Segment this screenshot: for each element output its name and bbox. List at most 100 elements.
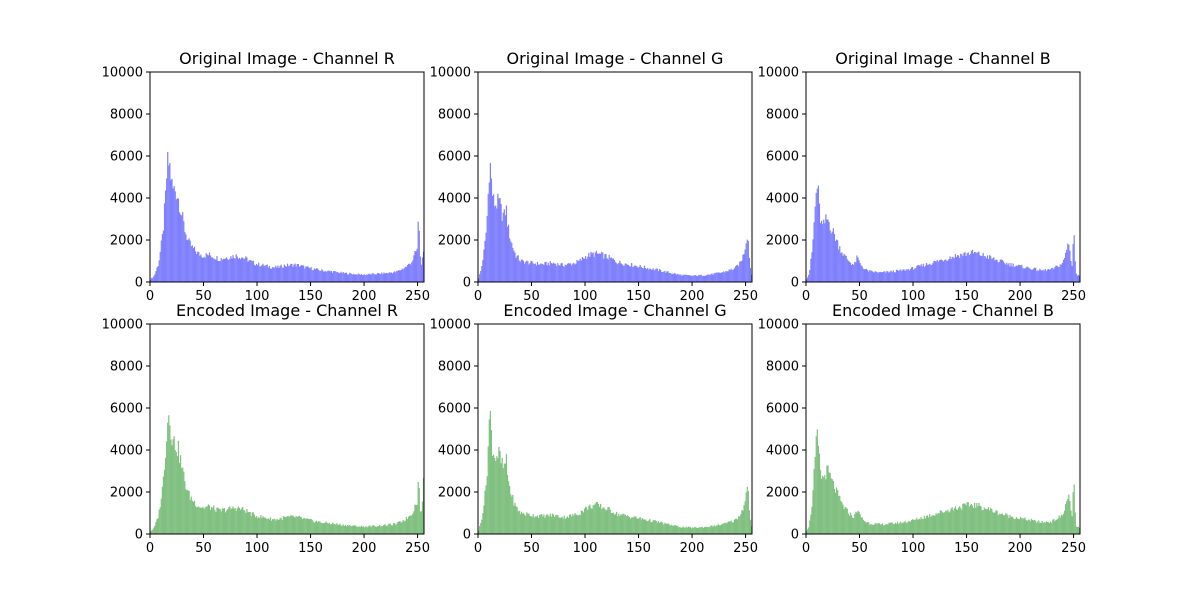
histogram-bar: [1069, 250, 1071, 282]
histogram-bar: [852, 263, 854, 282]
histogram-bar: [1000, 259, 1003, 282]
axes-frame: [149, 71, 425, 283]
histogram-bar: [574, 513, 576, 534]
histogram-bar: [314, 521, 317, 534]
histogram-bar: [724, 522, 726, 534]
histogram-bar: [974, 251, 976, 282]
histogram-bar: [600, 253, 602, 282]
histogram-bar: [638, 266, 640, 282]
histogram-bar: [885, 524, 887, 534]
histogram-bar: [1062, 513, 1065, 534]
histogram-bar: [641, 267, 643, 282]
histogram-bar: [505, 205, 508, 282]
histogram-bar: [963, 252, 965, 282]
histogram-bar: [976, 503, 978, 534]
histogram-bar: [530, 516, 532, 534]
histogram-bar: [991, 508, 993, 534]
histogram-bar: [914, 268, 916, 282]
histogram-bar: [952, 510, 954, 534]
histogram-bar: [981, 510, 983, 534]
histogram-bar: [510, 241, 512, 282]
histogram-bar: [491, 455, 494, 534]
histogram-bar: [1060, 264, 1062, 282]
histogram-bar: [622, 265, 624, 282]
histogram-bar: [703, 275, 706, 282]
histogram-bar: [169, 163, 171, 282]
histogram-bar: [1025, 519, 1027, 534]
histogram-bar: [150, 531, 152, 534]
histogram-bar: [287, 516, 289, 534]
histogram-bar: [293, 516, 295, 534]
histogram-bar: [726, 523, 728, 534]
histogram-bar: [297, 516, 299, 534]
histogram-bar: [923, 266, 925, 282]
histogram-bar: [835, 239, 838, 282]
histogram-bar: [696, 276, 698, 282]
histogram-bar: [221, 508, 223, 534]
histogram-bar: [855, 511, 857, 534]
histogram-bar: [720, 272, 723, 282]
histogram-bar: [416, 248, 418, 282]
histogram-bar: [955, 256, 958, 282]
histogram-bar: [620, 514, 622, 534]
histogram-bar: [170, 179, 172, 282]
histogram-bar: [186, 490, 188, 534]
histogram-bar: [901, 270, 903, 282]
histogram-bar: [352, 525, 354, 534]
histogram-bar: [850, 515, 853, 534]
histogram-bar: [869, 270, 871, 282]
histogram-bar: [740, 514, 742, 534]
histogram-bar: [273, 267, 275, 282]
histogram-bar: [921, 518, 923, 534]
histogram-bar: [407, 516, 410, 534]
histogram-bar: [309, 519, 311, 534]
histogram-bar: [979, 255, 981, 282]
histogram-bar: [993, 257, 995, 282]
histogram-bar: [682, 274, 684, 282]
histogram-bar: [383, 272, 385, 282]
histogram-bar: [527, 513, 529, 534]
histogram-bar: [908, 270, 910, 282]
histogram-bar: [357, 273, 359, 282]
x-tick-label: 150: [626, 289, 651, 304]
histogram-bar: [244, 258, 246, 282]
histogram-bar: [362, 274, 365, 282]
histogram-bar: [504, 463, 506, 534]
histogram-bar: [1014, 518, 1016, 534]
histogram-bar: [222, 508, 224, 534]
histogram-bar: [206, 506, 208, 534]
histogram-bar: [598, 253, 601, 282]
histogram-bar: [652, 520, 654, 534]
histogram-bar: [825, 214, 827, 282]
histogram-bar: [175, 199, 177, 282]
histogram-bar: [289, 265, 291, 282]
histogram-bar: [278, 519, 280, 534]
histogram-bar: [418, 488, 420, 534]
histogram-bar: [346, 525, 349, 534]
histogram-bar: [847, 260, 849, 282]
histogram-bar: [680, 527, 682, 534]
histogram-bar: [362, 526, 365, 534]
histogram-bar: [883, 525, 885, 534]
histogram-bar: [940, 510, 943, 534]
histogram-bar: [360, 525, 363, 534]
histogram-bar: [980, 506, 982, 534]
histogram-bar: [518, 510, 520, 534]
histogram-bar: [208, 252, 211, 282]
histogram-bar: [514, 502, 516, 534]
histogram-bar: [303, 265, 305, 282]
histogram-bar: [900, 521, 902, 534]
histogram-bar: [928, 517, 930, 534]
histogram-bar: [1039, 268, 1041, 282]
histogram-bar: [354, 274, 356, 282]
histogram-bar: [388, 272, 390, 282]
histogram-bar: [623, 514, 625, 534]
histogram-bar: [249, 511, 251, 534]
histogram-bar: [172, 188, 174, 282]
histogram-bar: [989, 255, 991, 282]
histogram-bar: [839, 246, 841, 282]
histogram-bar: [1018, 519, 1021, 534]
histogram-bar: [860, 265, 862, 282]
histogram-bar: [557, 263, 559, 282]
histogram-bar: [1036, 270, 1038, 282]
